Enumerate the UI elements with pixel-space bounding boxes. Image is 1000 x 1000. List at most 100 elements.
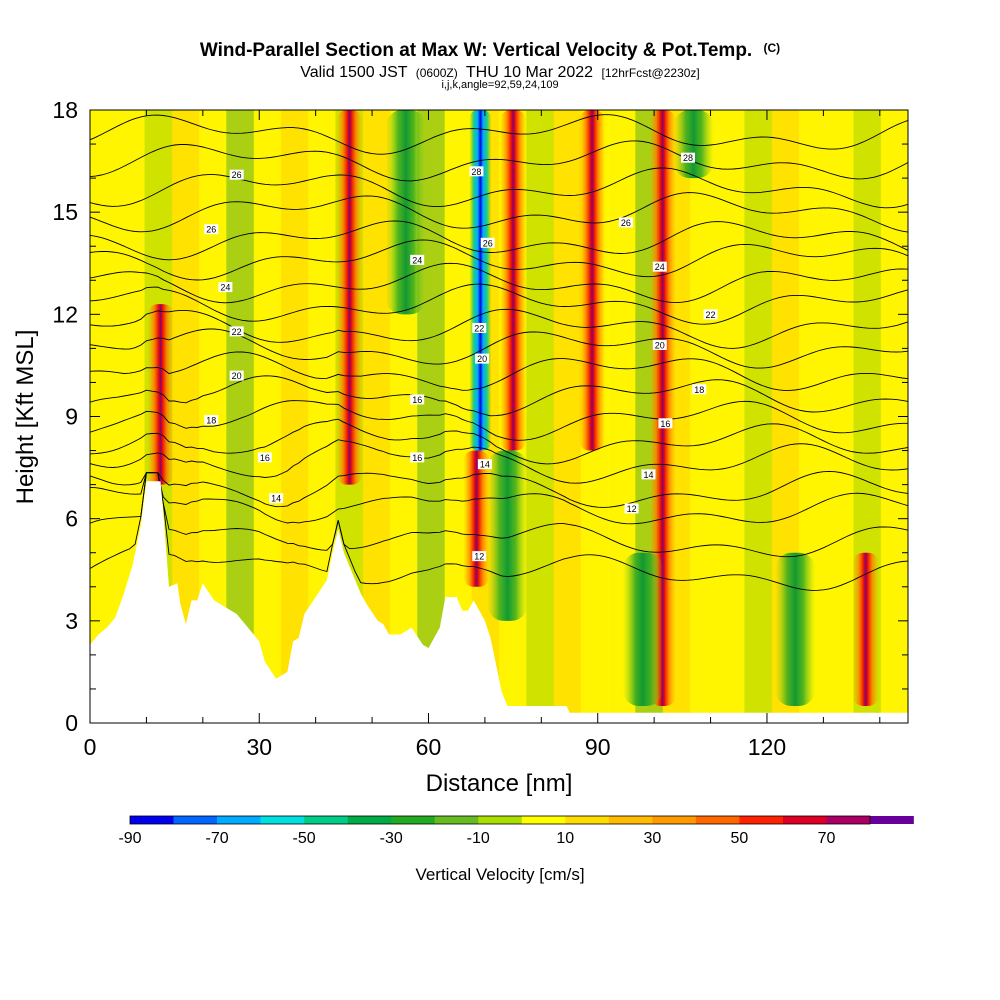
velocity-plume xyxy=(622,552,663,706)
x-tick-label: 30 xyxy=(246,734,272,760)
colorbar-tick-label: -90 xyxy=(118,830,141,847)
contour-label-bg xyxy=(469,166,484,177)
colorbar-swatch xyxy=(347,816,392,824)
contour-label-bg xyxy=(229,326,244,337)
colorbar-tick-label: -10 xyxy=(467,830,490,847)
chart-title: Wind-Parallel Section at Max W: Vertical… xyxy=(200,40,780,61)
contour-label-bg xyxy=(204,414,219,425)
contour-label: 26 xyxy=(204,224,219,235)
colorbar-tick-label: 10 xyxy=(556,830,574,847)
contour-label: 22 xyxy=(703,309,718,320)
y-tick-label: 18 xyxy=(52,97,78,123)
contour-label-text: 22 xyxy=(232,327,242,337)
contour-label-bg xyxy=(472,551,487,562)
contour-label: 12 xyxy=(472,551,487,562)
contour-label: 14 xyxy=(641,469,656,480)
isentrope-line xyxy=(90,328,908,369)
contour-label: 28 xyxy=(469,166,484,177)
colorbar-swatch xyxy=(739,816,784,824)
contour-label: 16 xyxy=(410,452,425,463)
colorbar-swatch xyxy=(695,816,740,824)
contour-label-text: 14 xyxy=(271,494,281,504)
contour-label-bg xyxy=(477,459,492,470)
colorbar-swatch xyxy=(826,816,871,824)
velocity-plume xyxy=(487,450,528,621)
contour-label-bg xyxy=(475,353,490,364)
contour-label-bg xyxy=(218,282,233,293)
colorbar-swatch xyxy=(304,816,348,824)
subtitle-valid: Valid 1500 JST xyxy=(300,64,408,81)
contour-label: 22 xyxy=(229,326,244,337)
velocity-plume xyxy=(469,110,492,451)
colorbar-swatch xyxy=(217,816,261,824)
contour-label-text: 24 xyxy=(220,283,230,293)
velocity-plume xyxy=(385,110,426,315)
velocity-plume xyxy=(775,552,816,706)
contour-label-text: 18 xyxy=(206,415,216,425)
contour-label-bg xyxy=(257,452,272,463)
velocity-band xyxy=(553,110,582,723)
velocity-plume xyxy=(852,552,879,706)
contour-label-text: 12 xyxy=(627,504,637,514)
colorbar xyxy=(129,815,914,825)
contour-label: 24 xyxy=(410,254,425,265)
colorbar-swatch xyxy=(652,816,697,824)
contour-label: 20 xyxy=(229,370,244,381)
isentrope-line xyxy=(90,167,908,209)
colorbar-swatch xyxy=(782,816,827,824)
isentrope-line xyxy=(90,114,908,155)
isentrope-line xyxy=(90,375,908,417)
contour-label-bg xyxy=(692,384,707,395)
x-tick-label: 120 xyxy=(748,734,786,760)
contour-label: 28 xyxy=(680,152,695,163)
contour-label-text: 26 xyxy=(621,218,631,228)
subtitle-date: THU 10 Mar 2022 xyxy=(466,64,593,81)
contour-label-bg xyxy=(229,169,244,180)
contour-label-text: 14 xyxy=(480,460,490,470)
contour-label-text: 28 xyxy=(683,153,693,163)
contour-label-bg xyxy=(410,394,425,405)
x-axis-label: Distance [nm] xyxy=(426,770,573,797)
contour-label-text: 22 xyxy=(474,323,484,333)
x-tick-label: 90 xyxy=(585,734,611,760)
y-tick-label: 12 xyxy=(52,301,78,327)
contour-label: 24 xyxy=(652,261,667,272)
contour-label-text: 18 xyxy=(694,385,704,395)
contour-label: 16 xyxy=(257,452,272,463)
contour-label-text: 26 xyxy=(483,238,493,248)
contour-label: 26 xyxy=(229,169,244,180)
y-tick-label: 6 xyxy=(65,506,78,532)
colorbar-swatch xyxy=(478,816,523,824)
chart-title-main: Wind-Parallel Section at Max W: Vertical… xyxy=(200,40,752,61)
contour-label-text: 16 xyxy=(412,395,422,405)
colorbar-label: Vertical Velocity [cm/s] xyxy=(415,865,584,884)
potential-temperature-contours xyxy=(90,114,908,591)
contour-label: 14 xyxy=(269,493,284,504)
colorbar-swatch xyxy=(260,816,305,824)
isentrope-line xyxy=(90,400,908,441)
contour-label: 16 xyxy=(410,394,425,405)
x-axis: 0 30 60 90 120 xyxy=(84,110,881,760)
contour-label: 20 xyxy=(652,339,667,350)
y-tick-label: 15 xyxy=(52,199,78,225)
contour-label-text: 28 xyxy=(471,167,481,177)
contour-label: 26 xyxy=(480,237,495,248)
contour-label-text: 20 xyxy=(232,371,242,381)
isentrope-line xyxy=(90,472,908,525)
contour-label-text: 22 xyxy=(706,310,716,320)
contour-label-text: 20 xyxy=(477,354,487,364)
contour-label-bg xyxy=(658,418,673,429)
contour-label-bg xyxy=(472,322,487,333)
contour-label-text: 24 xyxy=(655,262,665,272)
contour-labels: 26 26 24 22 20 18 16 14 16 16 24 28 26 22 20 14 12 28 26 24… xyxy=(204,152,718,562)
colorbar-swatch xyxy=(565,816,610,824)
isentrope-line xyxy=(90,220,908,261)
chart-subtitle: Valid 1500 JST (0600Z) THU 10 Mar 2022 [… xyxy=(300,64,700,81)
velocity-band xyxy=(526,110,555,723)
contour-label-text: 16 xyxy=(660,419,670,429)
y-tick-label: 0 xyxy=(65,710,78,736)
velocity-plume xyxy=(147,304,174,485)
contour-label: 20 xyxy=(475,353,490,364)
velocity-band xyxy=(253,110,282,723)
